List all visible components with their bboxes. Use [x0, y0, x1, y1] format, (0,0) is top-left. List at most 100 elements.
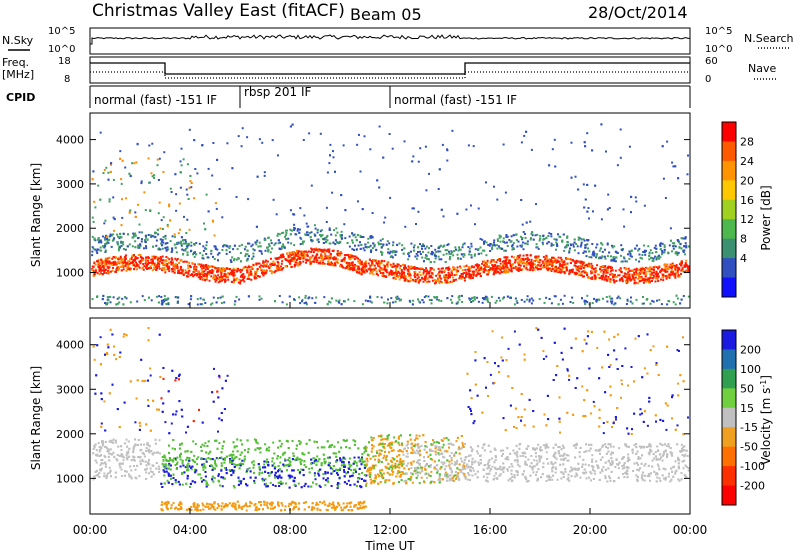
data-cell: [203, 272, 206, 275]
data-cell: [379, 272, 382, 274]
data-cell: [241, 269, 244, 272]
data-cell: [396, 295, 399, 298]
data-cell: [486, 269, 489, 272]
data-cell: [103, 246, 106, 249]
data-cell: [93, 272, 96, 275]
data-cell: [290, 260, 293, 263]
data-cell: [169, 219, 172, 222]
data-cell: [462, 272, 464, 275]
data-cell: [138, 246, 141, 249]
data-cell: [404, 279, 407, 282]
data-cell: [631, 302, 634, 305]
data-cell: [585, 264, 588, 266]
data-cell: [118, 237, 121, 240]
data-cell: [156, 264, 158, 267]
data-cell: [373, 244, 376, 247]
data-cell: [631, 276, 634, 279]
data-cell: [329, 253, 332, 256]
data-cell: [685, 246, 688, 249]
data-cell: [583, 270, 586, 273]
data-cell: [390, 264, 393, 267]
data-cell: [355, 239, 358, 242]
data-cell: [189, 274, 192, 277]
data-cell: [315, 261, 318, 263]
data-cell: [314, 227, 317, 230]
data-cell: [501, 247, 504, 250]
data-cell: [369, 244, 372, 247]
data-cell: [174, 257, 177, 260]
data-cell: [427, 251, 430, 254]
data-cell: [359, 247, 362, 250]
data-cell: [672, 247, 675, 250]
data-cell: [141, 266, 144, 269]
data-cell: [174, 263, 177, 266]
data-cell: [130, 256, 133, 259]
data-cell: [423, 296, 426, 299]
data-cell: [162, 267, 164, 270]
data-cell: [504, 249, 507, 252]
data-cell: [583, 250, 586, 253]
data-cell: [603, 255, 606, 258]
data-cell: [160, 242, 163, 245]
data-cell: [520, 245, 523, 248]
data-cell: [417, 276, 420, 279]
data-cell: [156, 267, 158, 269]
data-cell: [117, 257, 120, 259]
data-cell: [204, 265, 207, 268]
data-cell: [411, 207, 414, 210]
data-cell: [261, 272, 264, 274]
data-cell: [638, 276, 640, 279]
data-cell: [501, 297, 504, 300]
data-cell: [448, 275, 451, 278]
data-cell: [470, 204, 472, 207]
data-cell: [555, 248, 557, 251]
data-cell: [319, 234, 321, 236]
data-cell: [136, 264, 139, 267]
data-cell: [541, 260, 544, 263]
data-cell: [681, 262, 683, 264]
data-cell: [549, 260, 552, 263]
data-cell: [112, 216, 115, 219]
data-cell: [496, 198, 499, 201]
data-cell: [400, 269, 403, 271]
data-cell: [521, 238, 523, 241]
data-cell: [645, 249, 647, 252]
data-cell: [382, 244, 385, 247]
data-cell: [94, 270, 97, 273]
data-cell: [258, 249, 261, 252]
data-cell: [687, 265, 690, 268]
data-cell: [518, 264, 520, 267]
data-cell: [290, 242, 293, 245]
data-cell: [217, 281, 220, 284]
data-cell: [107, 262, 110, 265]
data-cell: [383, 260, 386, 263]
data-cell: [343, 300, 346, 303]
data-cell: [134, 240, 137, 243]
data-cell: [465, 274, 467, 277]
data-cell: [403, 271, 406, 274]
data-cell: [638, 253, 641, 256]
data-cell: [267, 250, 270, 253]
data-cell: [253, 275, 256, 278]
data-cell: [192, 253, 195, 256]
data-cell: [232, 277, 235, 280]
data-cell: [588, 256, 591, 259]
data-cell: [252, 248, 255, 251]
data-cell: [502, 260, 504, 263]
data-cell: [264, 270, 267, 272]
data-cell: [328, 228, 331, 231]
data-cell: [369, 300, 372, 303]
data-cell: [663, 248, 666, 251]
data-cell: [548, 298, 551, 300]
data-cell: [254, 274, 257, 277]
data-cell: [286, 259, 289, 262]
data-cell: [581, 270, 584, 273]
data-cell: [290, 229, 293, 232]
data-cell: [503, 296, 505, 299]
data-cell: [143, 299, 146, 302]
data-cell: [219, 278, 221, 281]
data-cell: [642, 302, 645, 305]
data-cell: [200, 263, 203, 266]
data-cell: [196, 274, 199, 277]
data-cell: [658, 257, 660, 260]
